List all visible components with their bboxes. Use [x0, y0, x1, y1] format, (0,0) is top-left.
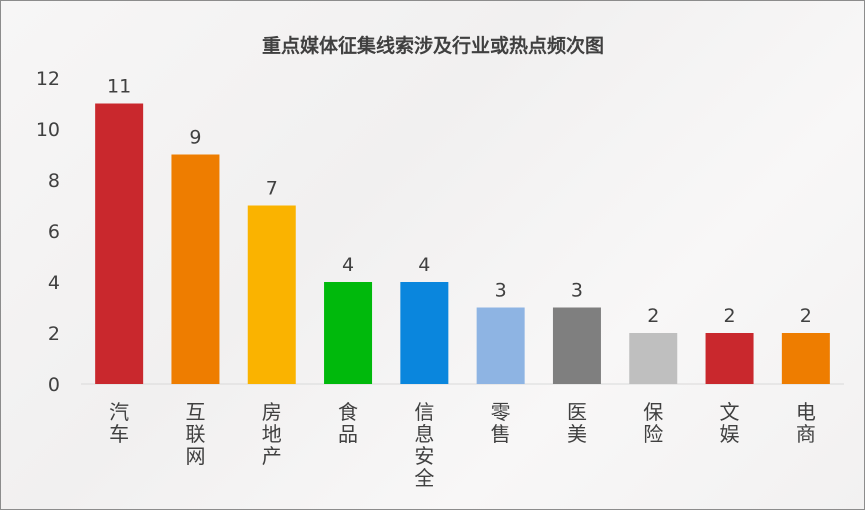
- bar: [400, 282, 449, 384]
- y-tick-label: 10: [36, 119, 60, 141]
- data-label: 2: [724, 305, 736, 327]
- data-label: 7: [266, 178, 278, 200]
- bar: [247, 205, 296, 384]
- y-tick-label: 0: [48, 374, 60, 396]
- data-label: 4: [342, 254, 354, 276]
- data-label: 2: [647, 305, 659, 327]
- y-tick-label: 6: [48, 221, 60, 243]
- y-tick-label: 8: [48, 170, 60, 192]
- x-tick-label: 房地产: [262, 400, 282, 468]
- data-label: 4: [418, 254, 430, 276]
- data-labels: 11 9 7 4 4 3 3 2 2 2: [107, 76, 812, 328]
- data-label: 11: [107, 76, 131, 98]
- bar-series: [95, 103, 830, 384]
- chart-title: 重点媒体征集线索涉及行业或热点频次图: [262, 34, 604, 57]
- bar: [324, 282, 373, 384]
- x-tick-label: 汽车: [109, 400, 129, 446]
- x-tick-label: 信息安全: [414, 400, 434, 490]
- y-tick-label: 2: [48, 323, 60, 345]
- x-axis: 汽车 互联网 房地产 食品 信息安全 零售 医美 保险 文娱 电商: [109, 400, 816, 490]
- x-tick-label: 电商: [796, 400, 816, 446]
- data-label: 3: [571, 280, 583, 302]
- data-label: 9: [189, 127, 201, 149]
- y-tick-label: 12: [36, 68, 60, 90]
- x-tick-label: 零售: [491, 400, 511, 446]
- bar: [629, 333, 678, 384]
- data-label: 2: [800, 305, 812, 327]
- x-tick-label: 互联网: [185, 400, 205, 468]
- bar: [95, 103, 144, 384]
- y-axis: 0 2 4 6 8 10 12: [36, 68, 60, 396]
- bar: [552, 307, 601, 384]
- bar: [476, 307, 525, 384]
- bar: [705, 333, 754, 384]
- bar: [171, 154, 220, 384]
- x-tick-label: 食品: [338, 400, 358, 446]
- x-tick-label: 保险: [643, 400, 663, 446]
- bar: [781, 333, 830, 384]
- x-tick-label: 医美: [567, 400, 587, 446]
- data-label: 3: [495, 280, 507, 302]
- y-tick-label: 4: [48, 272, 60, 294]
- x-tick-label: 文娱: [720, 400, 740, 446]
